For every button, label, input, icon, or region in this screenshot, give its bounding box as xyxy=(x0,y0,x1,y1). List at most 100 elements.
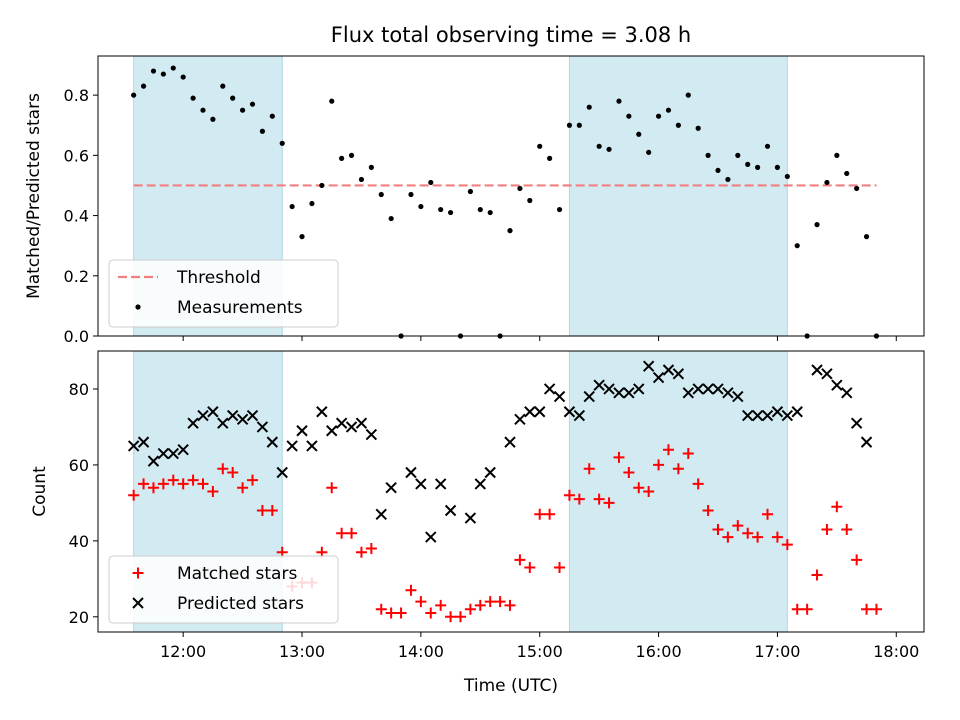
predicted-stars-point xyxy=(345,421,358,433)
measurement-point xyxy=(131,92,137,98)
predicted-stars-point xyxy=(286,440,298,452)
x-tick-label: 12:00 xyxy=(160,642,206,661)
matched-stars-point xyxy=(405,584,417,596)
matched-stars-point xyxy=(365,542,377,554)
measurement-point xyxy=(774,164,781,170)
predicted-stars-point xyxy=(236,413,249,426)
x-tick-label: 14:00 xyxy=(398,642,444,661)
predicted-stars-point xyxy=(137,436,150,448)
legend: Matched stars Predicted stars xyxy=(108,555,339,624)
data-markers xyxy=(131,65,880,339)
measurement-point xyxy=(319,182,325,189)
matched-stars-point xyxy=(613,451,625,463)
measurement-point xyxy=(636,131,642,137)
predicted-stars-point xyxy=(791,406,803,418)
y-tick-label: 0.4 xyxy=(64,207,89,226)
y-axis-label: Matched/Predicted stars xyxy=(24,93,44,299)
data-markers xyxy=(127,360,882,623)
matched-stars-point xyxy=(722,531,734,543)
matched-stars-point xyxy=(554,561,566,573)
matched-stars-point xyxy=(167,474,179,486)
measurement-point xyxy=(140,83,147,89)
matched-stars-point xyxy=(494,596,506,608)
matched-stars-point xyxy=(742,527,754,539)
legend-label: Predicted stars xyxy=(177,594,304,614)
measurement-point xyxy=(596,143,602,149)
matched-stars-point xyxy=(336,527,348,539)
predicted-stars-point xyxy=(385,481,397,494)
measurement-point xyxy=(388,215,394,222)
predicted-stars-point xyxy=(573,409,586,422)
measurement-point xyxy=(408,191,414,198)
matched-stars-point xyxy=(544,508,556,520)
matched-stars-point xyxy=(851,554,863,566)
measurement-point xyxy=(814,222,820,228)
legend-box xyxy=(108,555,339,624)
matched-stars-point xyxy=(415,596,427,608)
measurement-point xyxy=(259,128,266,134)
measurement-point xyxy=(616,98,622,104)
measurement-point xyxy=(160,71,166,77)
predicted-stars-point xyxy=(781,409,794,422)
measurement-point xyxy=(428,179,434,186)
matched-stars-point xyxy=(187,474,199,486)
matched-stars-point xyxy=(593,493,605,505)
matched-stars-point xyxy=(534,508,546,520)
x-tick-label: 18:00 xyxy=(873,642,919,661)
y-tick-label: 0.2 xyxy=(64,267,89,286)
matched-stars-point xyxy=(771,531,783,543)
measurement-point xyxy=(180,74,186,80)
measurement-point xyxy=(289,203,295,210)
predicted-stars-point xyxy=(217,417,229,429)
matched-stars-point xyxy=(435,599,447,611)
y-tick-label: 60 xyxy=(69,456,89,475)
predicted-stars-point xyxy=(543,383,556,395)
predicted-stars-point xyxy=(722,387,734,399)
measurement-point xyxy=(834,152,840,158)
predicted-stars-point xyxy=(761,409,774,422)
measurement-point xyxy=(556,206,563,213)
measurement-point xyxy=(745,161,751,167)
predicted-stars-point xyxy=(662,364,675,376)
measurement-point xyxy=(230,95,236,101)
matched-stars-point xyxy=(643,486,655,497)
measurement-point xyxy=(368,164,374,170)
matched-stars-point xyxy=(128,489,140,501)
x-tick-label: 13:00 xyxy=(279,642,325,661)
predicted-stars-point xyxy=(326,425,338,437)
predicted-stars-point xyxy=(197,409,209,422)
predicted-stars-point xyxy=(553,390,566,403)
measurement-point xyxy=(358,176,365,183)
measurement-point xyxy=(467,188,473,195)
predicted-stars-point xyxy=(425,531,437,543)
observing-window-shade xyxy=(568,55,788,337)
observing-window-shade xyxy=(568,350,788,633)
matched-stars-point xyxy=(207,486,219,497)
panel-2: 20 40 60 80 12:00 13:00 14:00 15:00 16:00 17:00 18… xyxy=(30,350,925,696)
matched-stars-point xyxy=(197,478,209,490)
matched-stars-point xyxy=(425,607,437,619)
predicted-stars-point xyxy=(306,440,318,452)
measurement-point xyxy=(339,155,345,161)
predicted-stars-point xyxy=(276,466,288,479)
y-tick-label: 40 xyxy=(69,532,89,551)
axes-frame xyxy=(97,55,925,337)
measurement-point xyxy=(378,191,384,198)
predicted-stars-point xyxy=(603,383,615,395)
matched-stars-point xyxy=(464,603,476,615)
predicted-stars-point xyxy=(652,371,665,384)
legend-predicted-swatch xyxy=(132,597,144,609)
matched-stars-point xyxy=(524,561,536,573)
matched-stars-point xyxy=(445,611,457,623)
measurement-point xyxy=(695,125,701,131)
measurement-point xyxy=(626,113,632,119)
matched-stars-point xyxy=(227,467,239,479)
measurement-point xyxy=(269,113,275,119)
panel-1: 0.0 0.2 0.4 0.6 0.8 Matched/Predicted stars Th… xyxy=(24,55,925,346)
predicted-stars-point xyxy=(593,379,605,391)
measurement-point xyxy=(487,209,493,216)
matched-stars-point xyxy=(256,504,268,516)
legend-matched-swatch xyxy=(132,567,144,579)
measurement-point xyxy=(200,107,206,113)
